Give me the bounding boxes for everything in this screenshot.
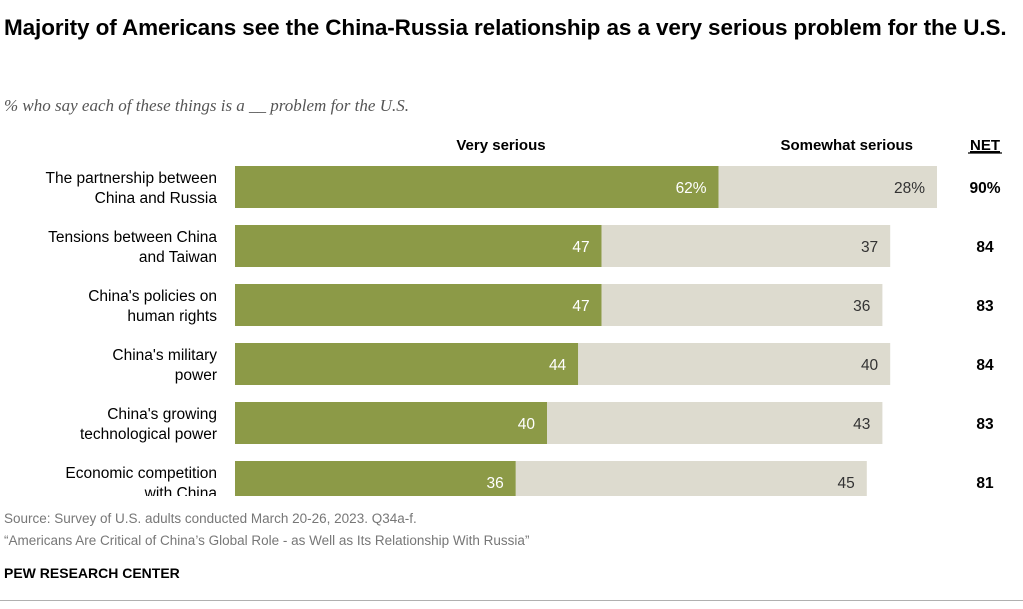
value-label-somewhat-serious: 40 xyxy=(861,357,879,374)
source-note: Source: Survey of U.S. adults conducted … xyxy=(4,511,417,526)
category-label: China's military power xyxy=(112,347,217,384)
bar-very-serious xyxy=(235,166,719,208)
net-value: 83 xyxy=(976,416,994,433)
value-label-somewhat-serious: 28% xyxy=(894,180,925,197)
legend-somewhat-serious: Somewhat serious xyxy=(780,137,913,154)
chart-subtitle: % who say each of these things is a __ p… xyxy=(4,96,409,115)
value-label-very-serious: 47 xyxy=(572,298,589,315)
value-label-very-serious: 36 xyxy=(487,475,504,492)
bar-somewhat-serious xyxy=(547,402,883,444)
value-label-somewhat-serious: 36 xyxy=(853,298,870,315)
bar-somewhat-serious xyxy=(718,166,937,208)
category-label: China's policies on human rights xyxy=(88,288,217,325)
pew-research-center-logo: PEW RESEARCH CENTER xyxy=(4,565,180,581)
bar-somewhat-serious xyxy=(515,461,867,496)
net-value: 84 xyxy=(976,239,994,256)
bar-very-serious xyxy=(235,284,602,326)
bar-row: China's growing technological power 40 43 83 xyxy=(80,402,994,444)
bar-somewhat-serious xyxy=(601,225,891,267)
net-value: 83 xyxy=(976,298,994,315)
bar-very-serious xyxy=(235,461,516,496)
category-label: Tensions between China and Taiwan xyxy=(48,229,217,266)
bar-row: The partnership between China and Russia 6… xyxy=(46,166,1001,208)
category-label: Economic competition with China xyxy=(65,465,217,496)
value-label-somewhat-serious: 43 xyxy=(853,416,870,433)
net-value: 81 xyxy=(976,475,994,492)
value-label-very-serious: 47 xyxy=(572,239,589,256)
category-label: China's growing technological power xyxy=(80,406,217,443)
bottom-rule xyxy=(0,600,1023,601)
stacked-bar-chart: Very serious Somewhat serious NET The part… xyxy=(46,137,1002,496)
chart-rows: The partnership between China and Russia 6… xyxy=(46,166,1001,496)
value-label-very-serious: 62% xyxy=(676,180,707,197)
bar-row: Tensions between China and Taiwan 47 37 84 xyxy=(48,225,994,267)
net-value: 84 xyxy=(976,357,994,374)
bar-somewhat-serious xyxy=(578,343,891,385)
bar-very-serious xyxy=(235,402,547,444)
bar-somewhat-serious xyxy=(601,284,883,326)
bar-very-serious xyxy=(235,343,579,385)
value-label-somewhat-serious: 45 xyxy=(838,475,855,492)
value-label-somewhat-serious: 37 xyxy=(861,239,878,256)
bar-row: China's policies on human rights 47 36 83 xyxy=(88,284,994,326)
report-title: “Americans Are Critical of China’s Globa… xyxy=(4,533,530,548)
value-label-very-serious: 40 xyxy=(518,416,536,433)
legend-very-serious: Very serious xyxy=(456,137,545,154)
bar-very-serious xyxy=(235,225,602,267)
net-header: NET xyxy=(970,137,1000,154)
category-label: The partnership between China and Russia xyxy=(46,170,218,207)
chart-title: Majority of Americans see the China-Russ… xyxy=(4,15,1007,40)
bar-row: Economic competition with China 36 45 81 xyxy=(65,461,994,496)
column-headers: Very serious Somewhat serious NET xyxy=(456,137,1002,154)
net-value: 90% xyxy=(969,180,1000,197)
bar-row: China's military power 44 40 84 xyxy=(112,343,994,385)
value-label-very-serious: 44 xyxy=(549,357,567,374)
